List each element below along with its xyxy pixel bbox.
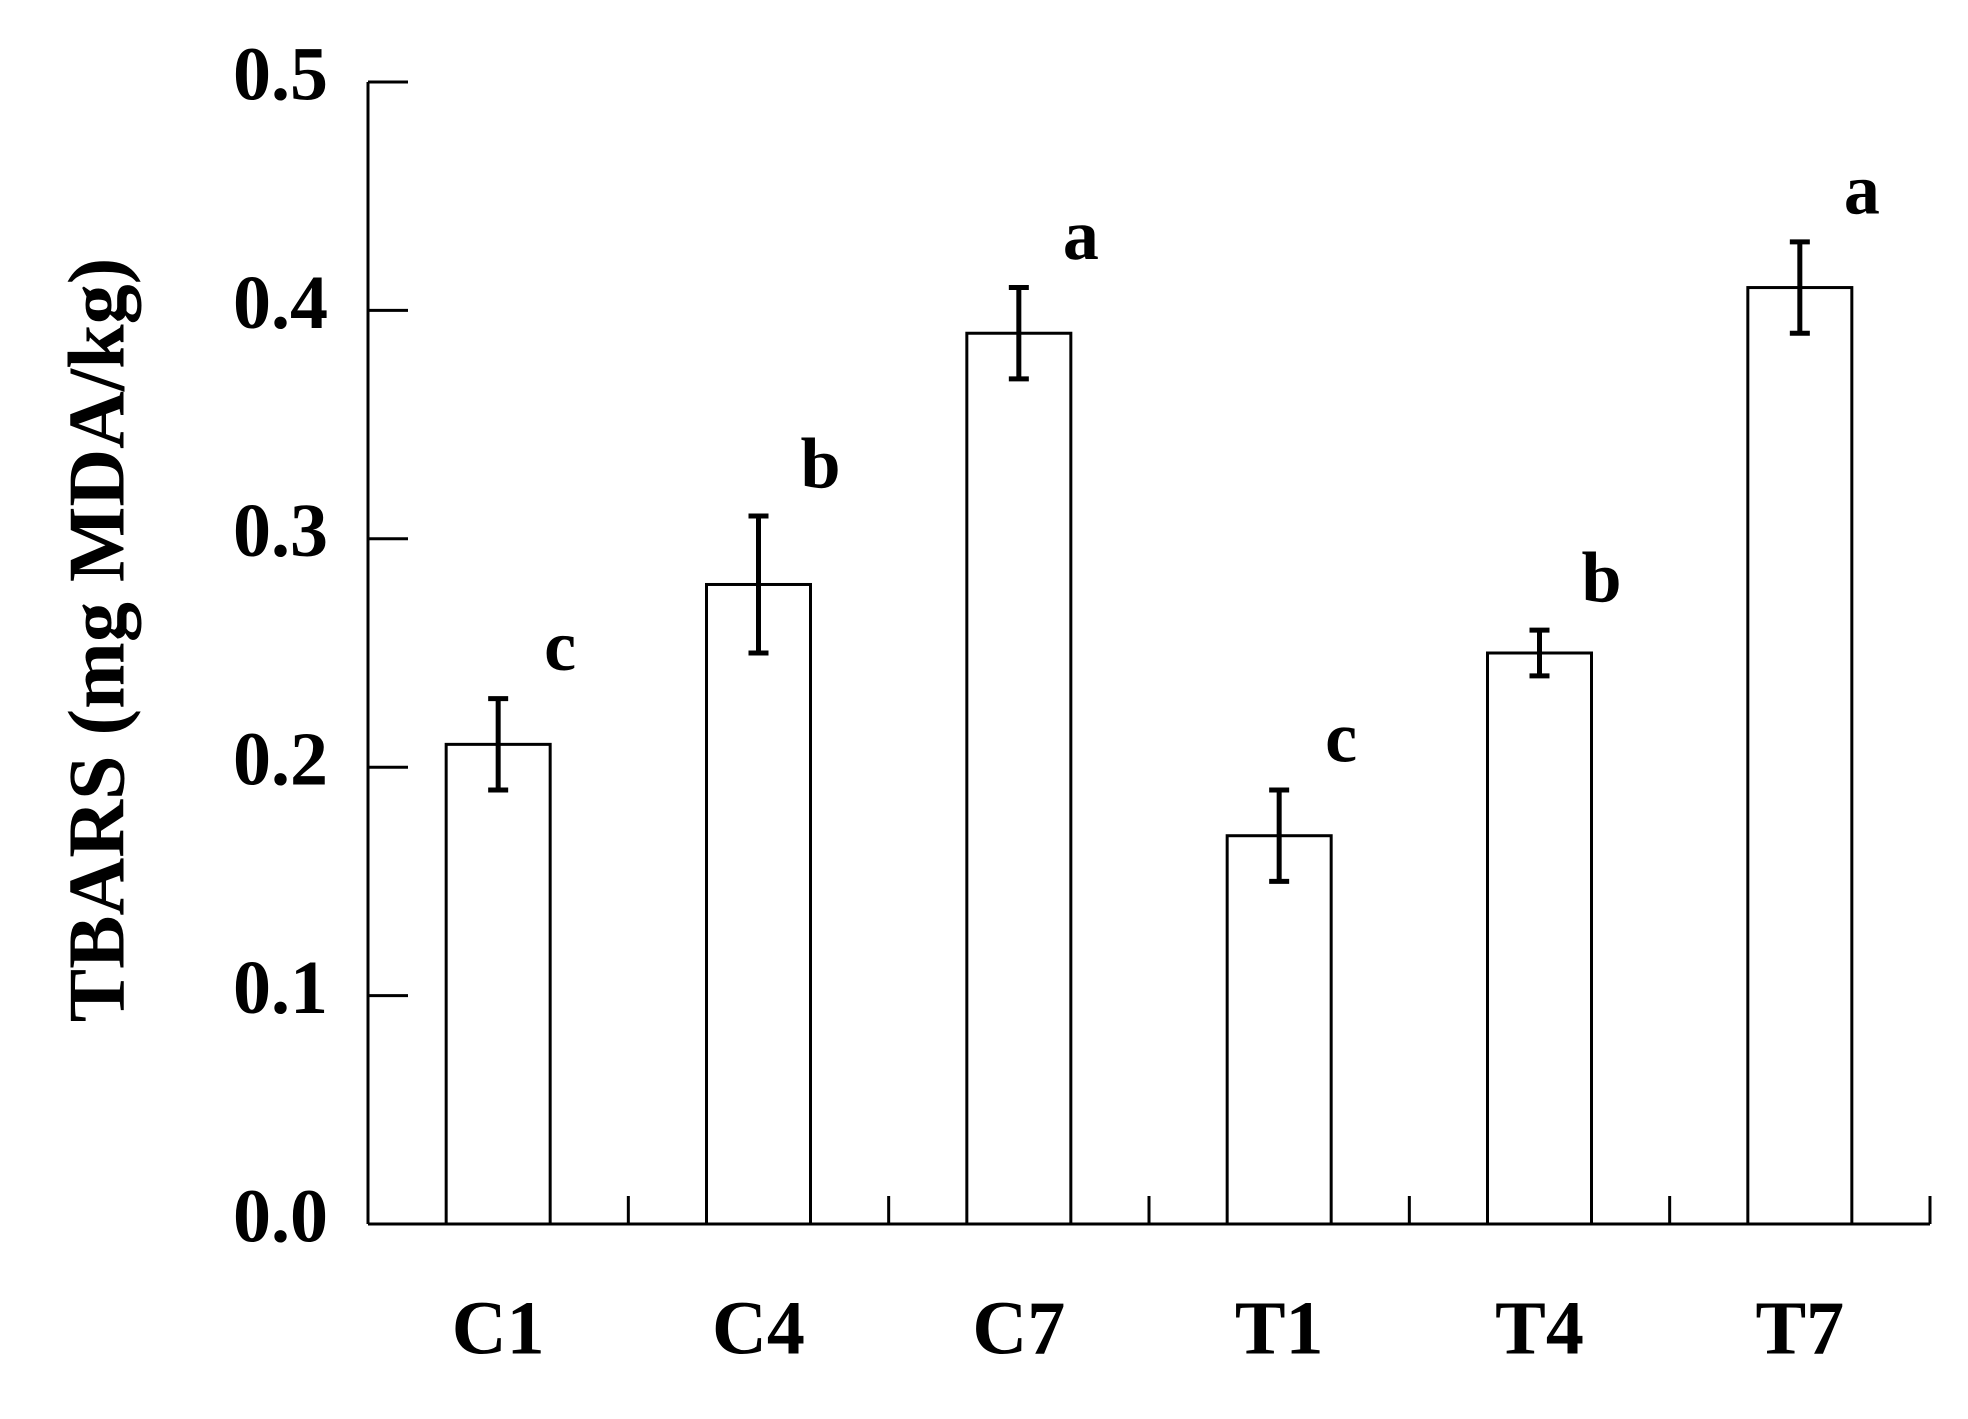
x-tick-label: T7 [1755, 1286, 1844, 1370]
x-tick-label: C4 [712, 1286, 805, 1370]
y-tick-label: 0.2 [233, 718, 328, 802]
y-tick-label: 0.3 [233, 489, 328, 573]
error-bar [488, 696, 509, 793]
significance-letter: c [544, 606, 576, 686]
significance-letter: a [1063, 195, 1099, 275]
y-tick-label: 0.1 [233, 946, 328, 1030]
significance-letter: b [1581, 538, 1621, 618]
bar [965, 331, 1073, 1226]
y-axis-label: TBARS (mg MDA/kg) [53, 258, 141, 1022]
significance-letter: b [800, 423, 840, 503]
error-bar [1269, 787, 1290, 884]
significance-letter: a [1844, 149, 1880, 229]
y-tick-label: 0.0 [233, 1174, 328, 1258]
y-tick-label: 0.4 [233, 261, 328, 345]
x-tick-label: C7 [972, 1286, 1065, 1370]
bar [1225, 834, 1333, 1226]
x-tick-label: T4 [1495, 1286, 1584, 1370]
y-tick-label: 0.5 [233, 32, 328, 116]
significance-letter: c [1325, 698, 1357, 778]
error-bar [1789, 239, 1810, 336]
bar [705, 582, 812, 1226]
error-bar [1008, 285, 1029, 382]
x-tick-label: C1 [452, 1286, 545, 1370]
bar [444, 742, 552, 1226]
error-bar [748, 513, 769, 656]
error-bar [1529, 627, 1550, 679]
bar [1746, 286, 1854, 1226]
x-tick-label: T1 [1235, 1286, 1324, 1370]
bar [1486, 651, 1593, 1226]
